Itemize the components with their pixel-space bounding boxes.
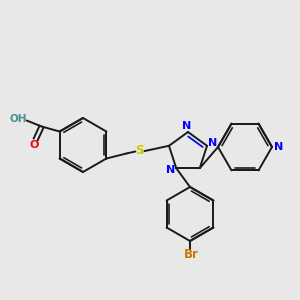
Text: OH: OH: [10, 115, 27, 124]
Text: N: N: [208, 138, 217, 148]
Text: N: N: [274, 142, 284, 152]
Text: N: N: [166, 165, 175, 175]
Text: Br: Br: [184, 248, 198, 262]
Text: S: S: [135, 144, 144, 157]
Text: N: N: [182, 121, 192, 131]
Text: O: O: [30, 140, 39, 149]
